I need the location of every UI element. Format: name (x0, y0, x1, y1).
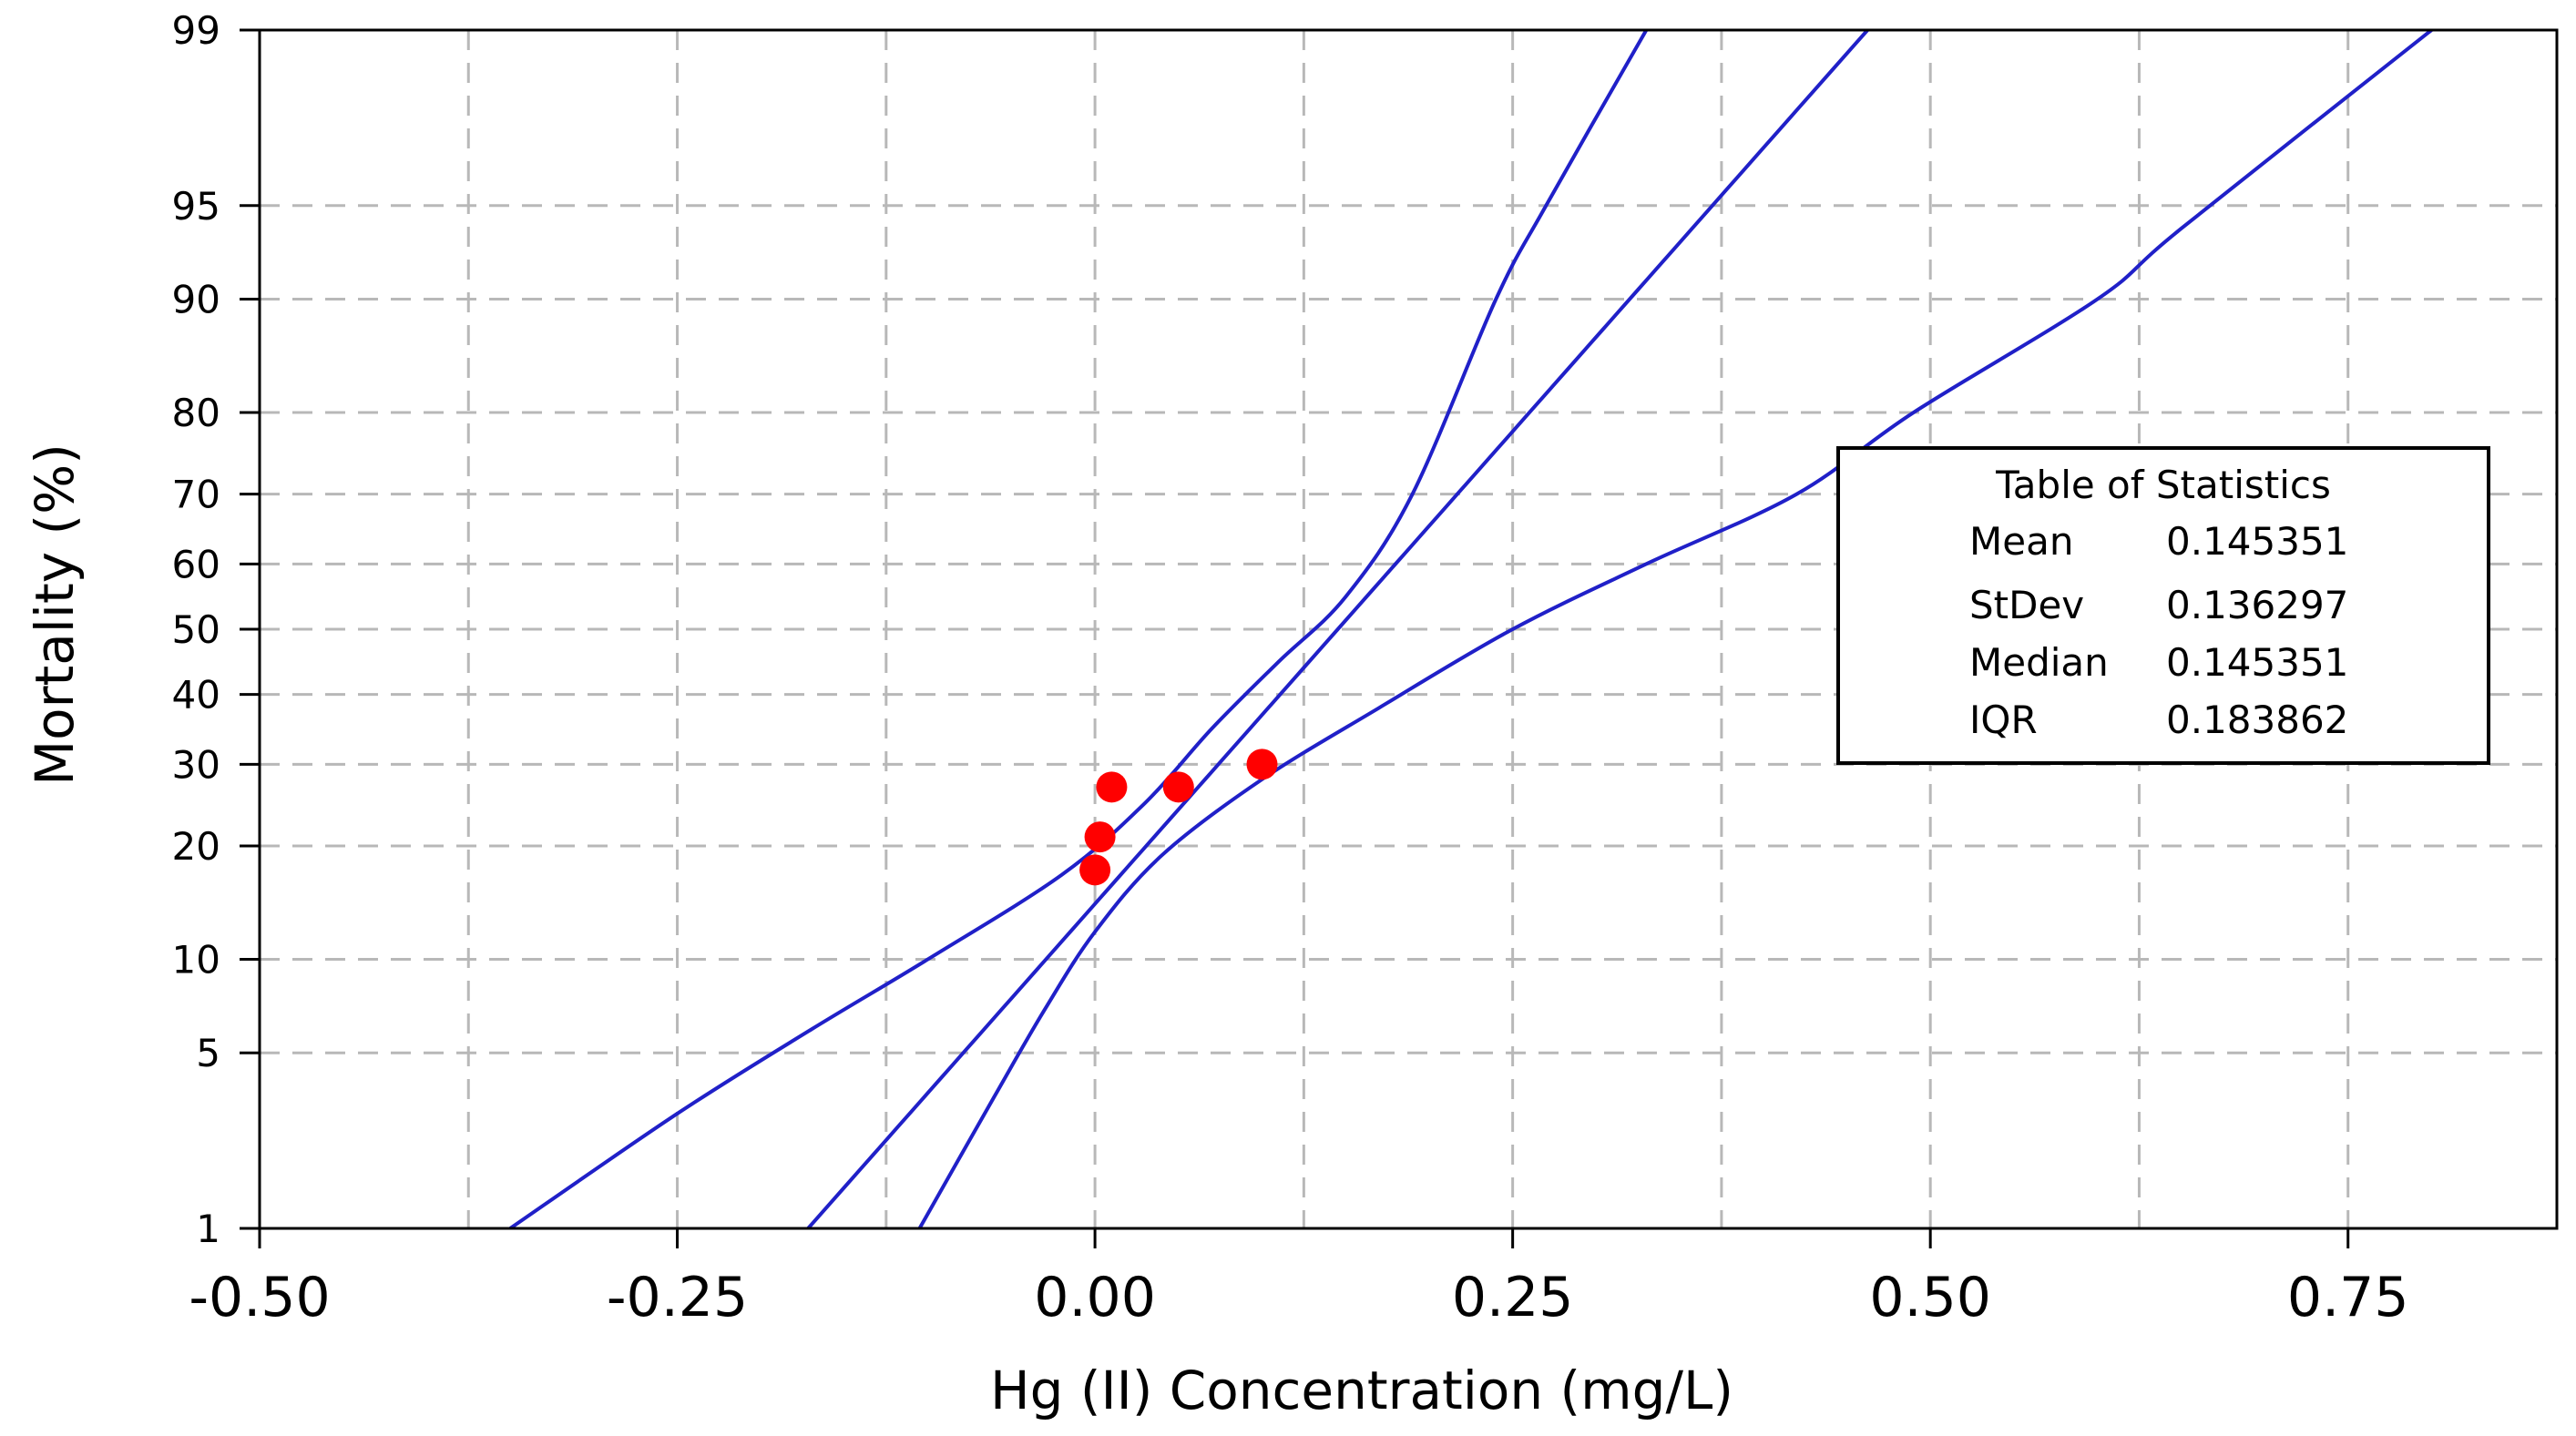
x-tick-label: 0.75 (2287, 1266, 2409, 1329)
x-tick-label: 0.25 (1452, 1266, 1574, 1329)
y-tick-label: 10 (172, 937, 220, 982)
y-tick-label: 1 (196, 1207, 220, 1251)
lower-confidence-bound (508, 30, 1649, 1228)
y-axis-title: Mortality (%) (24, 443, 86, 786)
y-tick-label: 20 (172, 824, 220, 869)
data-point (1096, 771, 1128, 803)
x-tick-label: 0.00 (1034, 1266, 1156, 1329)
y-tick-label: 70 (172, 473, 220, 517)
y-tick-label: 90 (172, 278, 220, 322)
y-tick-label: 5 (196, 1031, 220, 1075)
y-tick-label: 50 (172, 607, 220, 652)
stat-value-mean: 0.145351 (2166, 519, 2348, 564)
data-point (1162, 771, 1194, 803)
data-point (1246, 749, 1278, 780)
x-tick-label: -0.50 (189, 1266, 330, 1329)
data-point (1079, 854, 1111, 886)
statistics-table-frame (1836, 446, 2490, 765)
fitted-normal-line (806, 30, 1869, 1228)
statistics-table-title: Table of Statistics (1995, 463, 2331, 507)
stat-label-iqr: IQR (1969, 698, 2038, 742)
x-tick-label: 0.50 (1869, 1266, 1991, 1329)
y-tick-label: 95 (172, 184, 220, 229)
y-tick-label: 40 (172, 673, 220, 718)
stat-label-median: Median (1969, 640, 2109, 685)
stat-label-mean: Mean (1969, 519, 2073, 564)
stat-label-stdev: StDev (1969, 583, 2084, 627)
y-tick-label: 99 (172, 8, 220, 53)
statistics-table: Table of Statistics Mean 0.145351 StDev … (1836, 446, 2490, 765)
stat-value-median: 0.145351 (2166, 640, 2348, 685)
y-tick-label: 80 (172, 391, 220, 435)
y-tick-label: 30 (172, 742, 220, 787)
x-axis-title: Hg (II) Concentration (mg/L) (990, 1360, 1733, 1421)
x-tick-label: -0.25 (607, 1266, 748, 1329)
data-points (1079, 749, 1278, 886)
data-point (1084, 821, 1116, 853)
stat-value-iqr: 0.183862 (2166, 698, 2348, 742)
upper-confidence-bound (917, 30, 2433, 1228)
axis-ticks: -0.50 -0.25 0.00 0.25 0.50 0.75 1 5 10 20 30 40 50 60… (172, 8, 2409, 1329)
y-tick-label: 60 (172, 542, 220, 586)
fitted-lines (508, 30, 2433, 1228)
stat-value-stdev: 0.136297 (2166, 583, 2348, 627)
